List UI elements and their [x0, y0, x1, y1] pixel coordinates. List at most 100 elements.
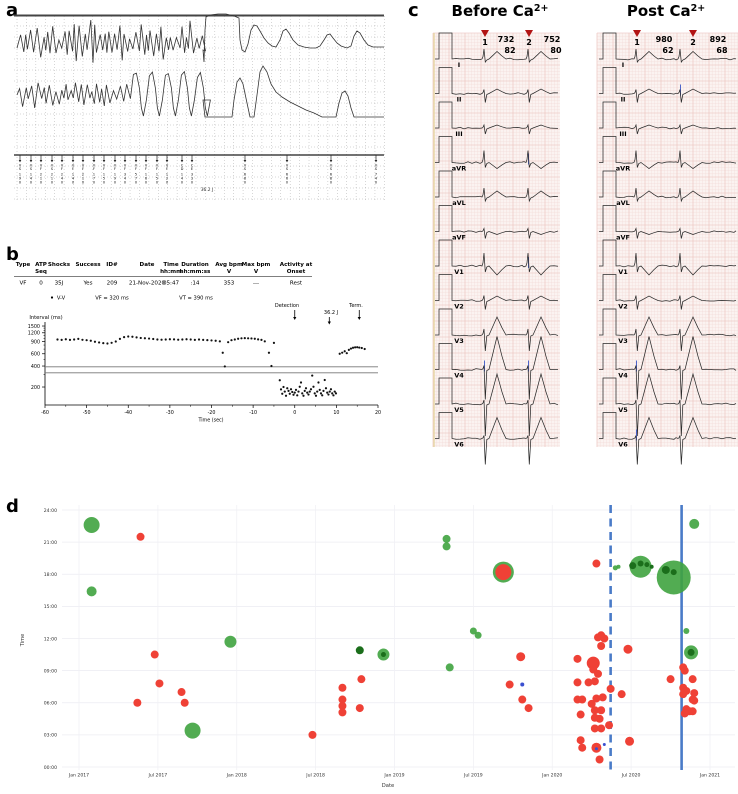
svg-text:2: 2 — [40, 173, 42, 177]
svg-text:1500: 1500 — [28, 324, 40, 330]
svg-text:4: 4 — [124, 177, 126, 181]
svg-text:V: V — [254, 269, 259, 275]
svg-text:1: 1 — [156, 173, 158, 177]
beat-marker-triangle — [481, 30, 489, 37]
ecg-title: Before Ca2+ — [452, 2, 549, 20]
svg-text:0: 0 — [286, 181, 288, 185]
svg-text:4: 4 — [181, 177, 183, 181]
ecg-title: Post Ca2+ — [627, 2, 705, 20]
ecg-lead-trace — [599, 101, 737, 135]
svg-text:III: III — [619, 130, 626, 138]
interval-points — [56, 335, 366, 397]
svg-text:0: 0 — [191, 181, 193, 185]
svg-text:353: 353 — [224, 281, 235, 287]
svg-text:24:00: 24:00 — [44, 508, 57, 514]
svg-text:II: II — [457, 96, 462, 104]
svg-text:-10: -10 — [249, 410, 257, 416]
svg-text:Time (sec): Time (sec) — [197, 418, 223, 424]
svg-text:6: 6 — [286, 177, 288, 181]
svg-text:600: 600 — [31, 352, 40, 358]
svg-text:V: V — [72, 164, 75, 168]
plot-annotations: Detection 36.2 J Term. — [275, 303, 363, 325]
svg-text:1200: 1200 — [28, 331, 40, 337]
svg-text:00:00: 00:00 — [44, 765, 57, 771]
svg-text:400: 400 — [31, 364, 40, 370]
svg-text:V: V — [51, 164, 54, 168]
svg-text:V3: V3 — [618, 337, 628, 345]
svg-text:VT = 390 ms: VT = 390 ms — [179, 296, 213, 302]
svg-text:Seq: Seq — [35, 269, 47, 275]
ecg-lead-trace — [435, 32, 559, 63]
svg-text:1: 1 — [145, 173, 147, 177]
svg-text:V5: V5 — [454, 406, 464, 414]
svg-text:0: 0 — [156, 181, 158, 185]
svg-text:0: 0 — [244, 181, 246, 185]
svg-text:V3: V3 — [454, 337, 464, 345]
svg-text:1: 1 — [93, 173, 95, 177]
svg-text:V4: V4 — [454, 372, 464, 380]
svg-text:Time: Time — [20, 634, 26, 648]
svg-text:Rest: Rest — [290, 281, 303, 287]
svg-text:aVF: aVF — [616, 234, 630, 242]
svg-text:V2: V2 — [618, 303, 628, 311]
svg-text:1: 1 — [40, 177, 42, 181]
svg-text:V: V — [145, 164, 148, 168]
svg-text:V1: V1 — [618, 268, 628, 276]
svg-text:5: 5 — [103, 177, 105, 181]
svg-text:aVL: aVL — [452, 199, 466, 207]
svg-text:I: I — [458, 61, 460, 69]
svg-text:V: V — [93, 164, 96, 168]
svg-text:-30: -30 — [166, 410, 174, 416]
svg-text:Jul 2017: Jul 2017 — [148, 773, 168, 779]
svg-text:V: V — [124, 164, 127, 168]
svg-text:7: 7 — [93, 177, 95, 181]
svg-text:900: 900 — [31, 339, 40, 345]
panel-d-label: d — [6, 496, 19, 517]
ecg-lead-trace — [435, 205, 559, 239]
svg-text:V: V — [114, 164, 117, 168]
svg-text:0: 0 — [293, 410, 296, 416]
svg-text:Date: Date — [140, 262, 155, 268]
svg-text:8: 8 — [244, 177, 246, 181]
svg-text:0: 0 — [82, 181, 84, 185]
svg-text:80: 80 — [550, 46, 562, 55]
svg-text:82: 82 — [504, 46, 515, 55]
svg-text:F: F — [166, 167, 168, 171]
svg-text:62: 62 — [662, 46, 673, 55]
ecg-lead-trace — [435, 274, 559, 310]
beat-marker-triangle — [525, 30, 533, 37]
svg-text:D: D — [181, 167, 184, 171]
egm-trace-2 — [16, 65, 384, 118]
svg-text:0: 0 — [30, 181, 32, 185]
svg-text:C: C — [191, 164, 194, 168]
ecg-lead-trace — [435, 136, 559, 169]
svg-text:6: 6 — [330, 173, 332, 177]
svg-text:F: F — [82, 167, 84, 171]
svg-text:S: S — [244, 167, 246, 171]
svg-text:Jan 2021: Jan 2021 — [699, 773, 720, 779]
svg-text:03:00: 03:00 — [44, 733, 57, 739]
svg-text:1: 1 — [30, 173, 32, 177]
svg-text:5: 5 — [156, 177, 158, 181]
panel-c-label: c — [408, 0, 419, 21]
svg-text:0: 0 — [375, 181, 377, 185]
svg-text:V: V — [244, 164, 247, 168]
svg-text:0: 0 — [72, 181, 74, 185]
svg-text:-40: -40 — [124, 410, 132, 416]
svg-text:21-Nov-2020: 21-Nov-2020 — [129, 281, 166, 287]
panel-b-label: b — [6, 244, 19, 265]
svg-text:1: 1 — [181, 173, 183, 177]
svg-text:V1: V1 — [454, 268, 464, 276]
svg-text:C: C — [181, 164, 184, 168]
svg-text:7: 7 — [375, 173, 377, 177]
ecg-lead-trace — [599, 239, 737, 276]
svg-text:Yes: Yes — [82, 281, 92, 287]
svg-text:V5: V5 — [618, 406, 628, 414]
svg-text:V: V — [286, 164, 289, 168]
svg-text:752: 752 — [544, 35, 561, 44]
svg-text:VF: VF — [19, 281, 26, 287]
svg-text:4: 4 — [61, 177, 63, 181]
ecg-lead-trace — [435, 412, 559, 465]
